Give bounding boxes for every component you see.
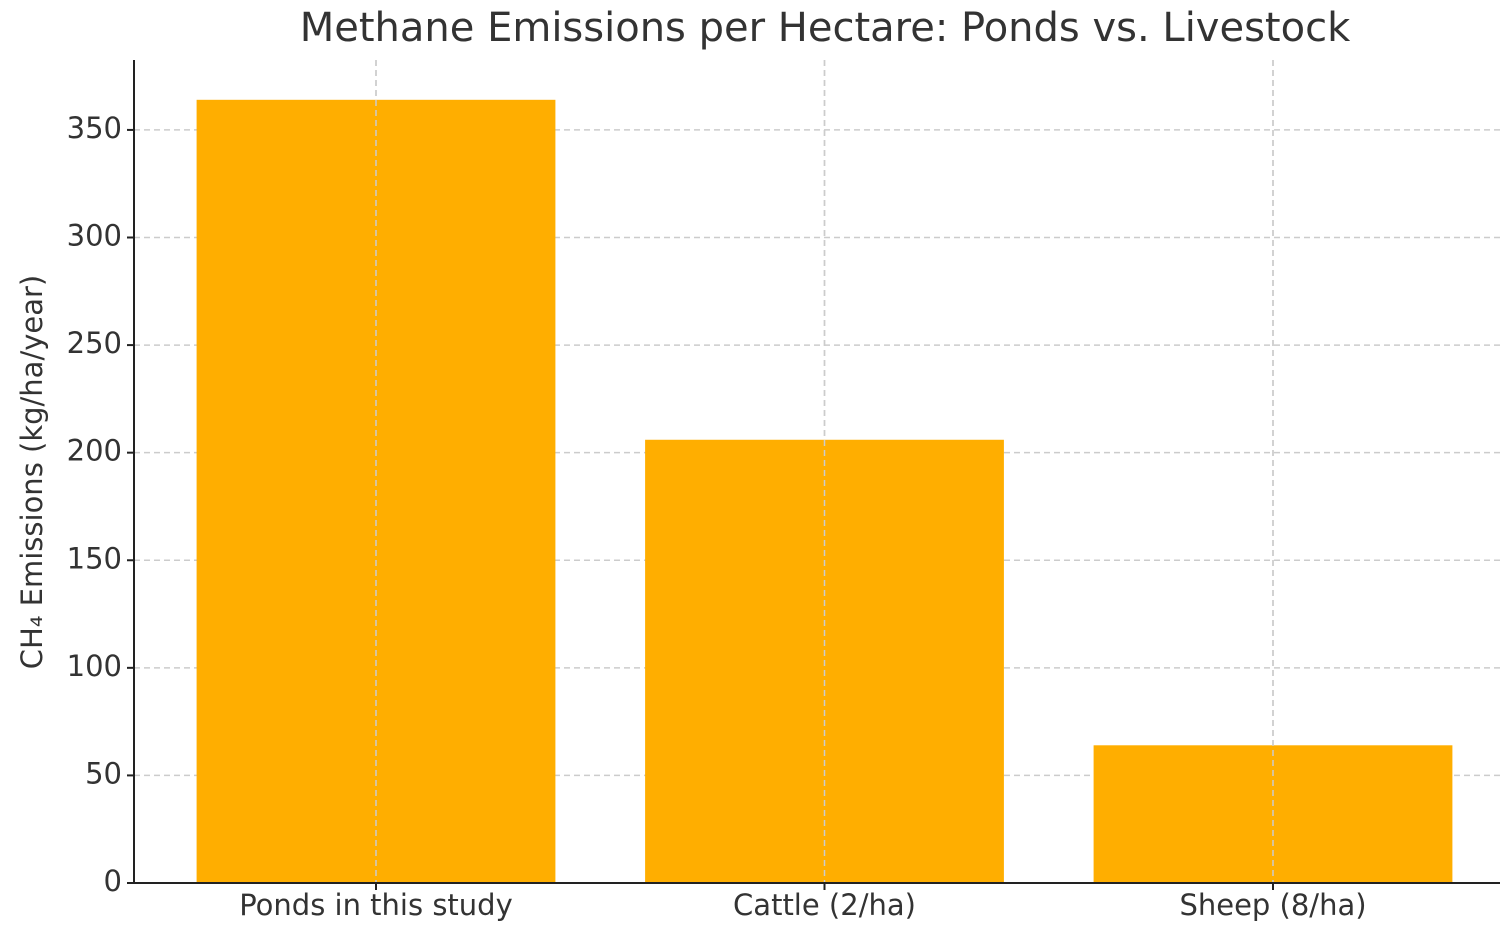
x-tick-label: Sheep (8/ha): [1179, 888, 1366, 922]
y-tick-label: 200: [67, 434, 122, 468]
y-tick-label: 300: [67, 219, 122, 253]
x-tick-label: Ponds in this study: [239, 888, 513, 922]
y-axis-label: CH₄ Emissions (kg/ha/year): [15, 275, 49, 669]
y-tick-label: 100: [67, 649, 122, 683]
y-tick-label: 0: [104, 864, 122, 898]
y-tick-label: 250: [67, 326, 122, 360]
x-tick-label: Cattle (2/ha): [733, 888, 916, 922]
chart-title: Methane Emissions per Hectare: Ponds vs.…: [300, 5, 1351, 51]
y-tick-label: 150: [67, 541, 122, 575]
y-tick-label: 50: [85, 756, 122, 790]
y-tick-label: 350: [67, 111, 122, 145]
